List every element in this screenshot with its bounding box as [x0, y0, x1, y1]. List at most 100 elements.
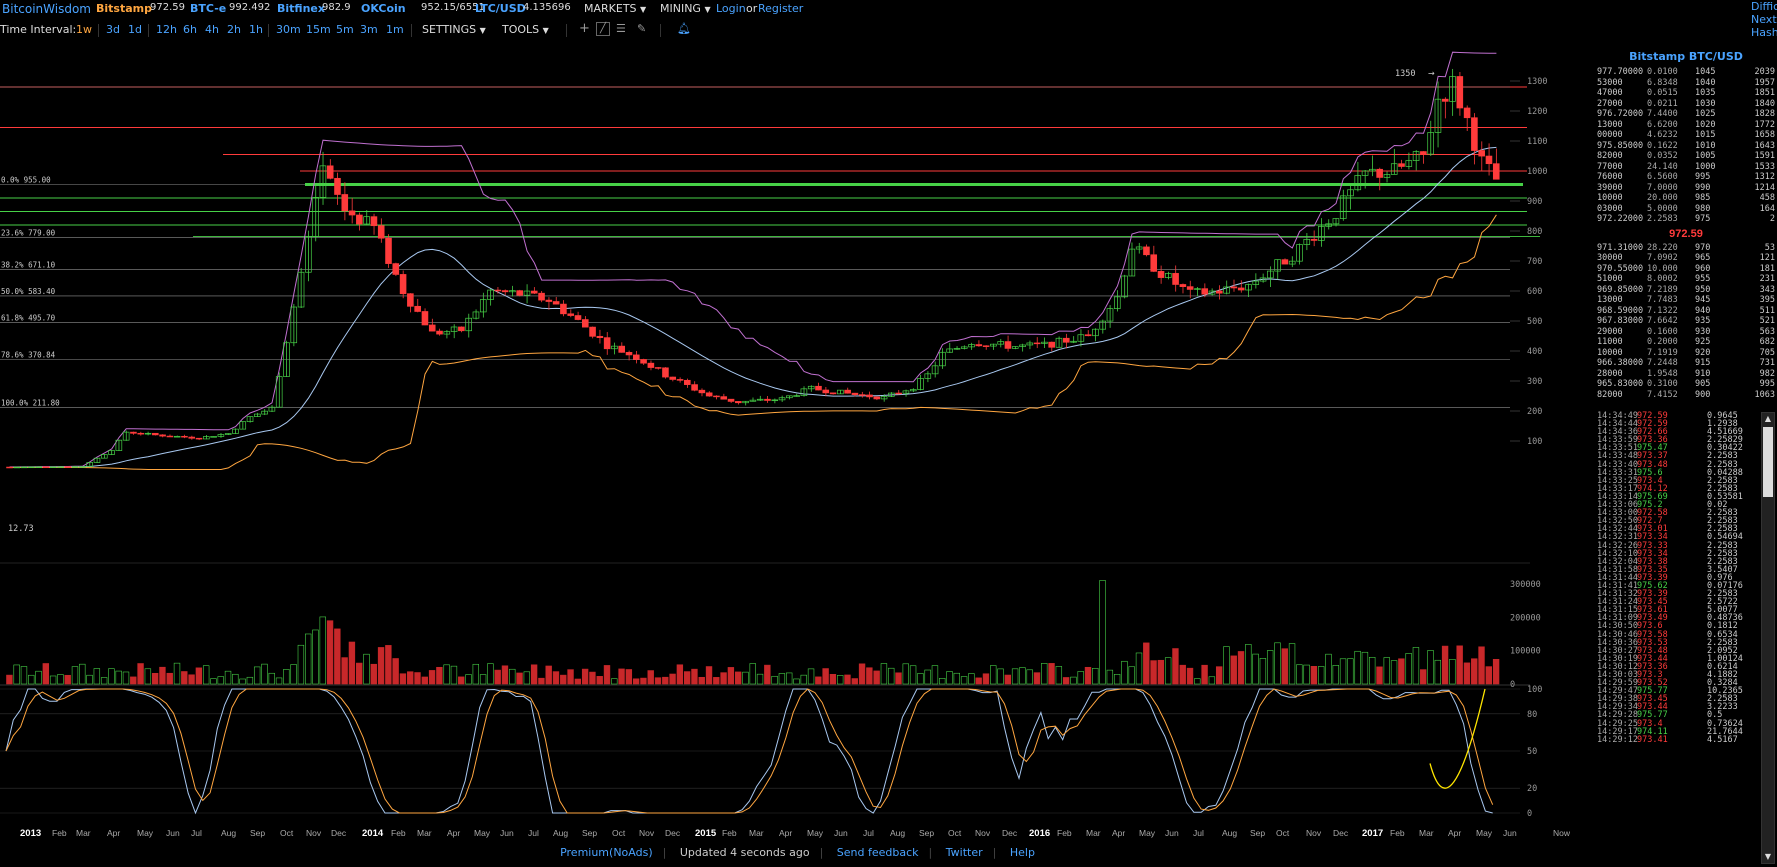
candle-body: [873, 396, 881, 400]
mining-menu[interactable]: MINING ▼: [660, 2, 711, 15]
bid-row[interactable]: 965.83000 0.3100 905 995: [1595, 379, 1777, 390]
bid-row[interactable]: 966.38000 7.2448 915 731: [1595, 358, 1777, 369]
volume-bar: [151, 672, 159, 685]
scroll-down-icon[interactable]: ▼: [1764, 852, 1772, 861]
volume-bar: [909, 665, 917, 685]
ask-row[interactable]: 39000 7.0000 990 1214: [1595, 183, 1777, 194]
peak-label: 1350: [1395, 69, 1415, 79]
bid-row[interactable]: 51000 8.0002 955 231: [1595, 274, 1777, 285]
ask-row[interactable]: 10000 20.000 985 458: [1595, 193, 1777, 204]
bid-row[interactable]: 11000 0.2000 925 682: [1595, 337, 1777, 348]
premium-link[interactable]: Premium(NoAds): [560, 846, 653, 859]
candle-body: [1354, 175, 1362, 191]
x-axis-label: Mar: [76, 828, 91, 838]
ask-row[interactable]: 47000 0.0515 1035 1851: [1595, 88, 1777, 99]
volume-bar: [1048, 663, 1055, 685]
interval-15m[interactable]: 15m: [306, 23, 331, 36]
interval-4h[interactable]: 4h: [205, 23, 219, 36]
ask-row[interactable]: 82000 0.0352 1005 1591: [1595, 151, 1777, 162]
price-chart[interactable]: 0.0% 955.00 23.6% 779.00 38.2% 671.10 50.0%…: [0, 42, 1595, 846]
pen-tool-icon[interactable]: ✎: [637, 22, 647, 35]
exchange-bitstamp[interactable]: Bitstamp: [96, 2, 152, 15]
scroll-thumb[interactable]: [1763, 427, 1773, 497]
ask-row[interactable]: 976.72000 7.4400 1025 1828: [1595, 109, 1777, 120]
interval-1d[interactable]: 1d: [128, 23, 142, 36]
candle-body: [727, 398, 735, 402]
twitter-link[interactable]: Twitter: [945, 846, 983, 859]
volume-bar: [275, 677, 283, 685]
trade-time: 14:30:19: [1597, 653, 1638, 664]
interval-6h[interactable]: 6h: [183, 23, 197, 36]
trade-price: 973.41: [1637, 734, 1668, 745]
tools-menu[interactable]: TOOLS ▼: [502, 23, 549, 36]
exchange-bitfinex[interactable]: Bitfinex: [277, 2, 325, 15]
interval-30m[interactable]: 30m: [276, 23, 301, 36]
ask-row[interactable]: 53000 6.8348 1040 1957: [1595, 78, 1777, 89]
trades-scrollbar[interactable]: ▲ ▼: [1761, 412, 1775, 864]
interval-2h[interactable]: 2h: [227, 23, 241, 36]
help-link[interactable]: Help: [1009, 846, 1035, 859]
candle-body: [1449, 76, 1456, 102]
volume-tick-label: 0: [1510, 680, 1515, 690]
bid-row[interactable]: 10000 7.1919 920 705: [1595, 348, 1777, 359]
site-logo[interactable]: BitcoinWisdom: [2, 2, 91, 16]
volume-bar: [1033, 672, 1041, 685]
interval-1h[interactable]: 1h: [249, 23, 263, 36]
login-link[interactable]: Login: [716, 2, 746, 15]
exchange-ltcusd[interactable]: LTC/USD: [475, 2, 526, 15]
ask-row[interactable]: 03000 5.0000 980 164: [1595, 204, 1777, 215]
ask-row[interactable]: 27000 0.0211 1030 1840: [1595, 99, 1777, 110]
interval-12h[interactable]: 12h: [156, 23, 177, 36]
candle-body: [742, 400, 749, 404]
trade-time: 14:33:00: [1597, 508, 1638, 519]
candle-body: [1267, 270, 1274, 279]
bid-row[interactable]: 13000 7.7483 945 395: [1595, 295, 1777, 306]
bid-row[interactable]: 971.31000 28.220 970 53: [1595, 243, 1777, 254]
interval-3d[interactable]: 3d: [106, 23, 120, 36]
ask-row[interactable]: 977.70000 0.0100 1045 2039: [1595, 67, 1777, 78]
markets-menu[interactable]: MARKETS ▼: [584, 2, 646, 15]
feedback-link[interactable]: Send feedback: [836, 846, 919, 859]
candle-body: [1310, 239, 1318, 241]
ask-row[interactable]: 00000 4.6232 1015 1658: [1595, 130, 1777, 141]
market-title[interactable]: Bitstamp BTC/USD: [1629, 50, 1743, 63]
register-link[interactable]: Register: [758, 2, 804, 15]
bid-row[interactable]: 969.85000 7.2189 950 343: [1595, 285, 1777, 296]
ask-row[interactable]: 975.85000 0.1622 1010 1643: [1595, 141, 1777, 152]
exchange-okcoin[interactable]: OKCoin: [361, 2, 406, 15]
interval-3m[interactable]: 3m: [360, 23, 378, 36]
ask-row[interactable]: 76000 6.5600 995 1312: [1595, 172, 1777, 183]
exchange-btce[interactable]: BTC-e: [190, 2, 227, 15]
bell-icon[interactable]: 🔔︎: [677, 22, 691, 35]
interval-1m[interactable]: 1m: [386, 23, 404, 36]
bid-row[interactable]: 30000 7.0902 965 121: [1595, 253, 1777, 264]
ask-row[interactable]: 13000 6.6200 1020 1772: [1595, 120, 1777, 131]
line-tool-icon[interactable]: ╱: [596, 22, 610, 36]
bid-row[interactable]: 967.83000 7.6642 935 521: [1595, 316, 1777, 327]
bid-row[interactable]: 28000 1.9548 910 982: [1595, 369, 1777, 380]
candle-body: [392, 263, 400, 275]
horizontal-levels: [0, 86, 1540, 237]
ask-row[interactable]: 972.22000 2.2583 975 2: [1595, 214, 1777, 225]
candle-body: [771, 399, 779, 402]
scroll-up-icon[interactable]: ▲: [1764, 414, 1772, 423]
interval-5m[interactable]: 5m: [336, 23, 354, 36]
bid-row[interactable]: 29000 0.1600 930 563: [1595, 327, 1777, 338]
crosshair-icon[interactable]: +: [579, 21, 590, 36]
settings-menu[interactable]: SETTINGS ▼: [422, 23, 486, 36]
x-axis-label: Feb: [391, 828, 406, 838]
bid-row[interactable]: 82000 7.4152 900 1063: [1595, 390, 1777, 401]
trade-amount: 0.02: [1707, 500, 1728, 511]
candle-body: [1172, 273, 1179, 285]
trade-row: 14:30:03 973.3 4.1882: [1595, 671, 1760, 680]
bid-row[interactable]: 968.59000 7.1322 940 511: [1595, 306, 1777, 317]
interval-1w[interactable]: 1w: [76, 23, 92, 36]
depth-price: 1030: [1695, 98, 1716, 109]
bid-row[interactable]: 970.55000 10.000 960 181: [1595, 264, 1777, 275]
ask-row[interactable]: 77000 24.140 1000 1533: [1595, 162, 1777, 173]
candle-body: [239, 421, 247, 430]
volume-bar: [1449, 659, 1456, 685]
trade-row: 14:31:41 975.62 0.07176: [1595, 582, 1760, 591]
candle-body: [654, 367, 662, 369]
fib-tool-icon[interactable]: ☰: [616, 22, 626, 35]
